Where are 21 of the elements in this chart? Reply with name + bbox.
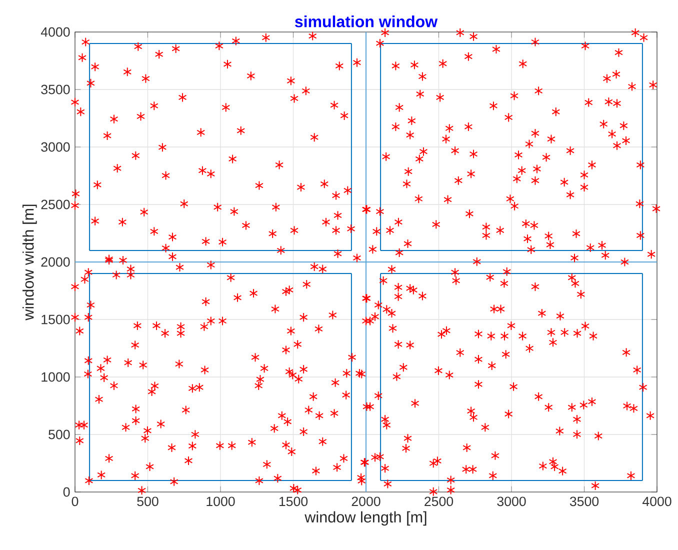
- x-tick-label: 3500: [570, 496, 599, 506]
- y-axis-title: window width [m]: [22, 204, 37, 320]
- x-tick-label: 500: [137, 496, 158, 506]
- y-tick-label: 500: [48, 430, 70, 440]
- y-tick-label: 0: [63, 487, 70, 497]
- x-tick-label: 2500: [424, 496, 454, 506]
- y-tick-label: 3000: [41, 142, 70, 152]
- x-tick-label: 3000: [497, 496, 526, 506]
- y-tick-label: 4000: [40, 27, 70, 37]
- chart-title: simulation window: [295, 16, 438, 28]
- x-tick-label: 0: [72, 496, 78, 506]
- x-tick-label: 2000: [352, 496, 380, 506]
- y-tick-label: 3500: [41, 84, 70, 94]
- y-tick-label: 2000: [41, 257, 70, 267]
- x-tick-label: 1000: [206, 496, 235, 506]
- x-tick-label: 4000: [642, 496, 672, 506]
- x-axis-title: window length [m]: [304, 511, 426, 526]
- y-tick-label: 2500: [41, 200, 70, 210]
- x-tick-label: 1500: [279, 496, 308, 506]
- y-tick-label: 1500: [42, 314, 70, 324]
- y-tick-label: 1000: [42, 372, 70, 382]
